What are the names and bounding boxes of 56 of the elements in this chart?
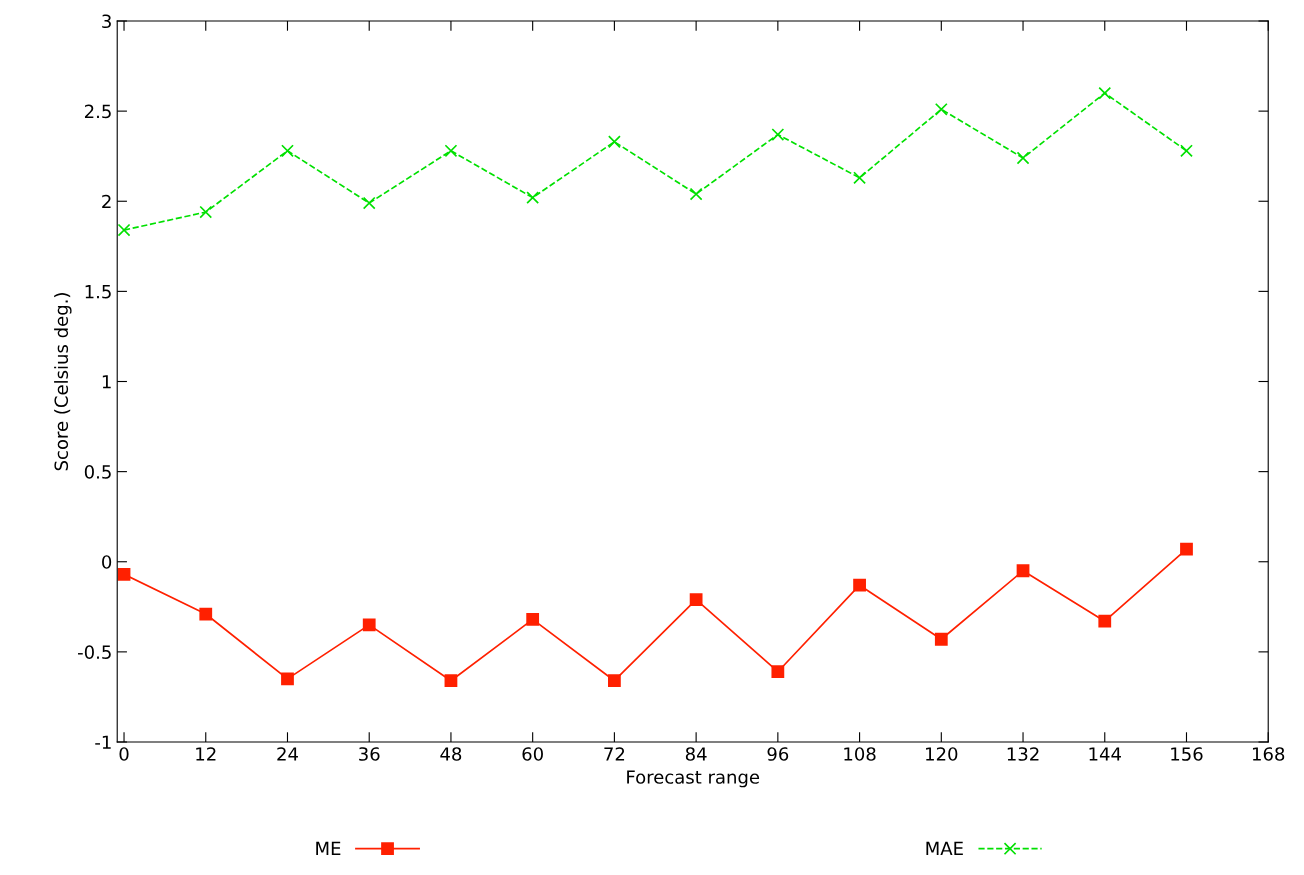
point (1180, 542, 1193, 556)
point (1016, 151, 1030, 165)
point (934, 632, 948, 646)
legend-label: ME (316, 841, 341, 855)
point (1016, 564, 1030, 578)
point (526, 613, 540, 626)
x-tick-label: 12 (196, 747, 216, 761)
x-tick-label: 168 (1252, 747, 1285, 761)
x-tick-label: 84 (685, 747, 707, 761)
point (689, 593, 703, 606)
point (199, 607, 213, 621)
point (117, 567, 131, 581)
point (853, 578, 866, 592)
x-axis-title: Forecast range (627, 770, 760, 788)
point (281, 672, 294, 686)
point (689, 187, 703, 201)
y-tick-label: 0.5 (84, 465, 111, 479)
y-tick-label: 1 (102, 375, 111, 389)
point (444, 144, 458, 158)
y-tick-label: 0 (102, 555, 112, 569)
point (771, 665, 785, 679)
point (362, 196, 376, 210)
point (362, 618, 376, 632)
point (281, 144, 294, 158)
point (444, 674, 458, 688)
x-tick-label: 120 (926, 747, 958, 761)
y-axis-title: Score (Celsius deg.) (54, 293, 72, 471)
x-tick-label: 0 (119, 747, 129, 761)
x-tick-label: 108 (844, 747, 876, 761)
x-tick-label: 60 (522, 747, 543, 761)
x-tick-label: 96 (767, 747, 789, 761)
point (526, 191, 540, 205)
x-tick-label: 72 (604, 747, 625, 761)
x-tick-label: 144 (1089, 747, 1121, 761)
y-tick-label: -1 (95, 735, 111, 749)
point (608, 674, 621, 688)
point (608, 135, 621, 149)
x-tick-label: 48 (440, 747, 462, 761)
point (1098, 86, 1112, 100)
point (771, 128, 785, 141)
legend-label: MAE (926, 841, 963, 855)
x-tick-label: 156 (1171, 747, 1203, 761)
point (934, 102, 948, 116)
point (1180, 144, 1193, 158)
point (199, 205, 213, 219)
point (1098, 614, 1112, 628)
point (853, 171, 866, 185)
y-tick-label: -0.5 (78, 645, 111, 659)
point (117, 223, 131, 237)
y-tick-label: 2 (102, 194, 111, 209)
x-tick-label: 24 (277, 747, 298, 761)
y-tick-label: 2.5 (84, 104, 111, 119)
x-tick-label: 132 (1007, 747, 1039, 761)
y-tick-label: 3 (102, 14, 111, 29)
x-tick-label: 36 (359, 747, 380, 761)
y-tick-label: 1.5 (85, 285, 111, 299)
